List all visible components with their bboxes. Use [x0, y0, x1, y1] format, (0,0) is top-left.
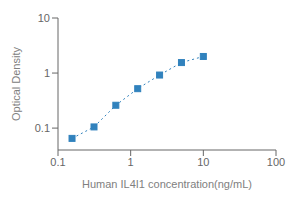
svg-text:10: 10 — [38, 12, 50, 24]
svg-text:Optical Density: Optical Density — [10, 47, 22, 121]
svg-text:100: 100 — [267, 156, 285, 168]
svg-text:Human IL4I1 concentration(ng/m: Human IL4I1 concentration(ng/mL) — [82, 178, 252, 190]
svg-text:10: 10 — [197, 156, 209, 168]
svg-text:0.1: 0.1 — [50, 156, 65, 168]
svg-text:1: 1 — [128, 156, 134, 168]
svg-text:0.1: 0.1 — [35, 122, 50, 134]
svg-text:1: 1 — [44, 67, 50, 79]
